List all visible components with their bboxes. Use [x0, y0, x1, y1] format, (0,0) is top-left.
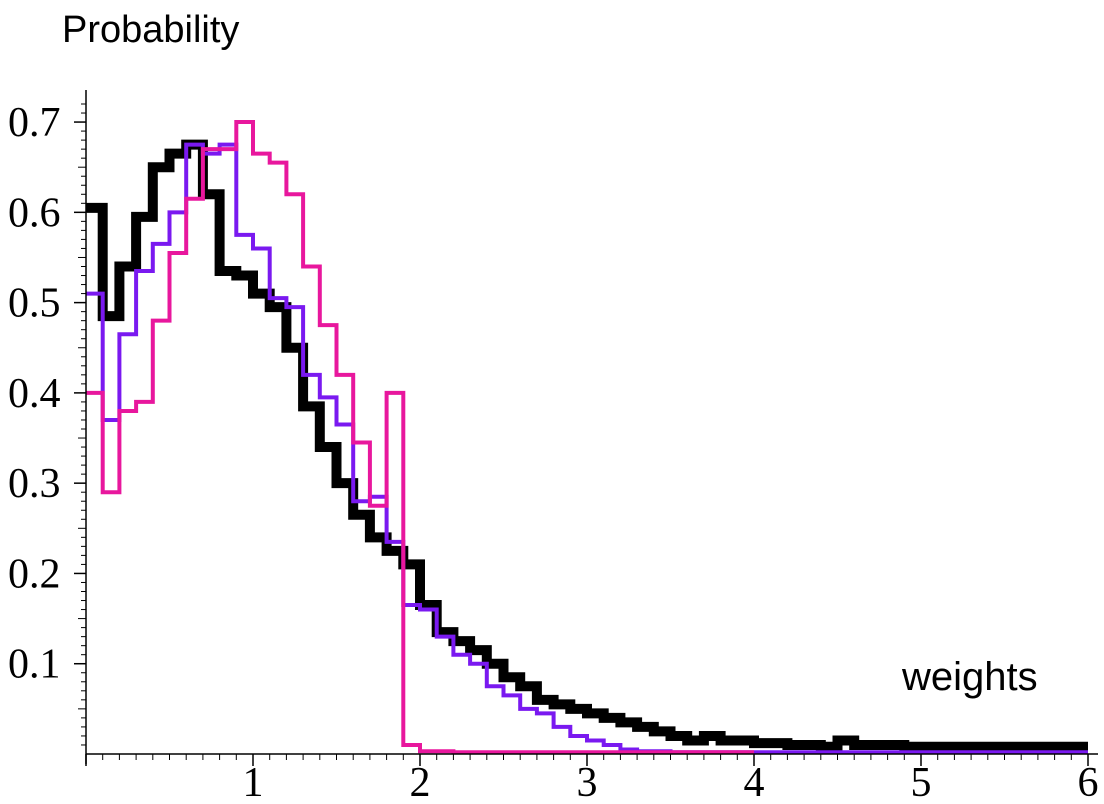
x-tick-label: 1 — [243, 760, 264, 804]
y-tick-label: 0.6 — [8, 190, 61, 236]
y-axis-label: Probability — [62, 9, 239, 51]
y-tick-label: 0.3 — [8, 461, 61, 507]
x-tick-label: 6 — [1078, 760, 1099, 804]
y-tick-label: 0.5 — [8, 281, 61, 327]
y-tick-label: 0.7 — [8, 100, 61, 146]
x-axis-label: weights — [901, 655, 1038, 699]
series-layer — [86, 120, 1088, 755]
tick-labels: 1 2 3 4 5 6 0.1 0.2 0.3 0.4 0.5 0.6 0.7 — [8, 100, 1099, 804]
x-tick-label: 3 — [577, 760, 598, 804]
x-tick-label: 2 — [410, 760, 431, 804]
axis-ticks — [74, 103, 1089, 766]
series-line-3 — [86, 120, 754, 755]
x-tick-label: 4 — [744, 760, 765, 804]
y-tick-label: 0.1 — [8, 642, 61, 688]
y-tick-label: 0.4 — [8, 371, 61, 417]
y-tick-label: 0.2 — [8, 551, 61, 597]
series-line-1 — [86, 139, 1088, 752]
x-tick-label: 5 — [911, 760, 932, 804]
